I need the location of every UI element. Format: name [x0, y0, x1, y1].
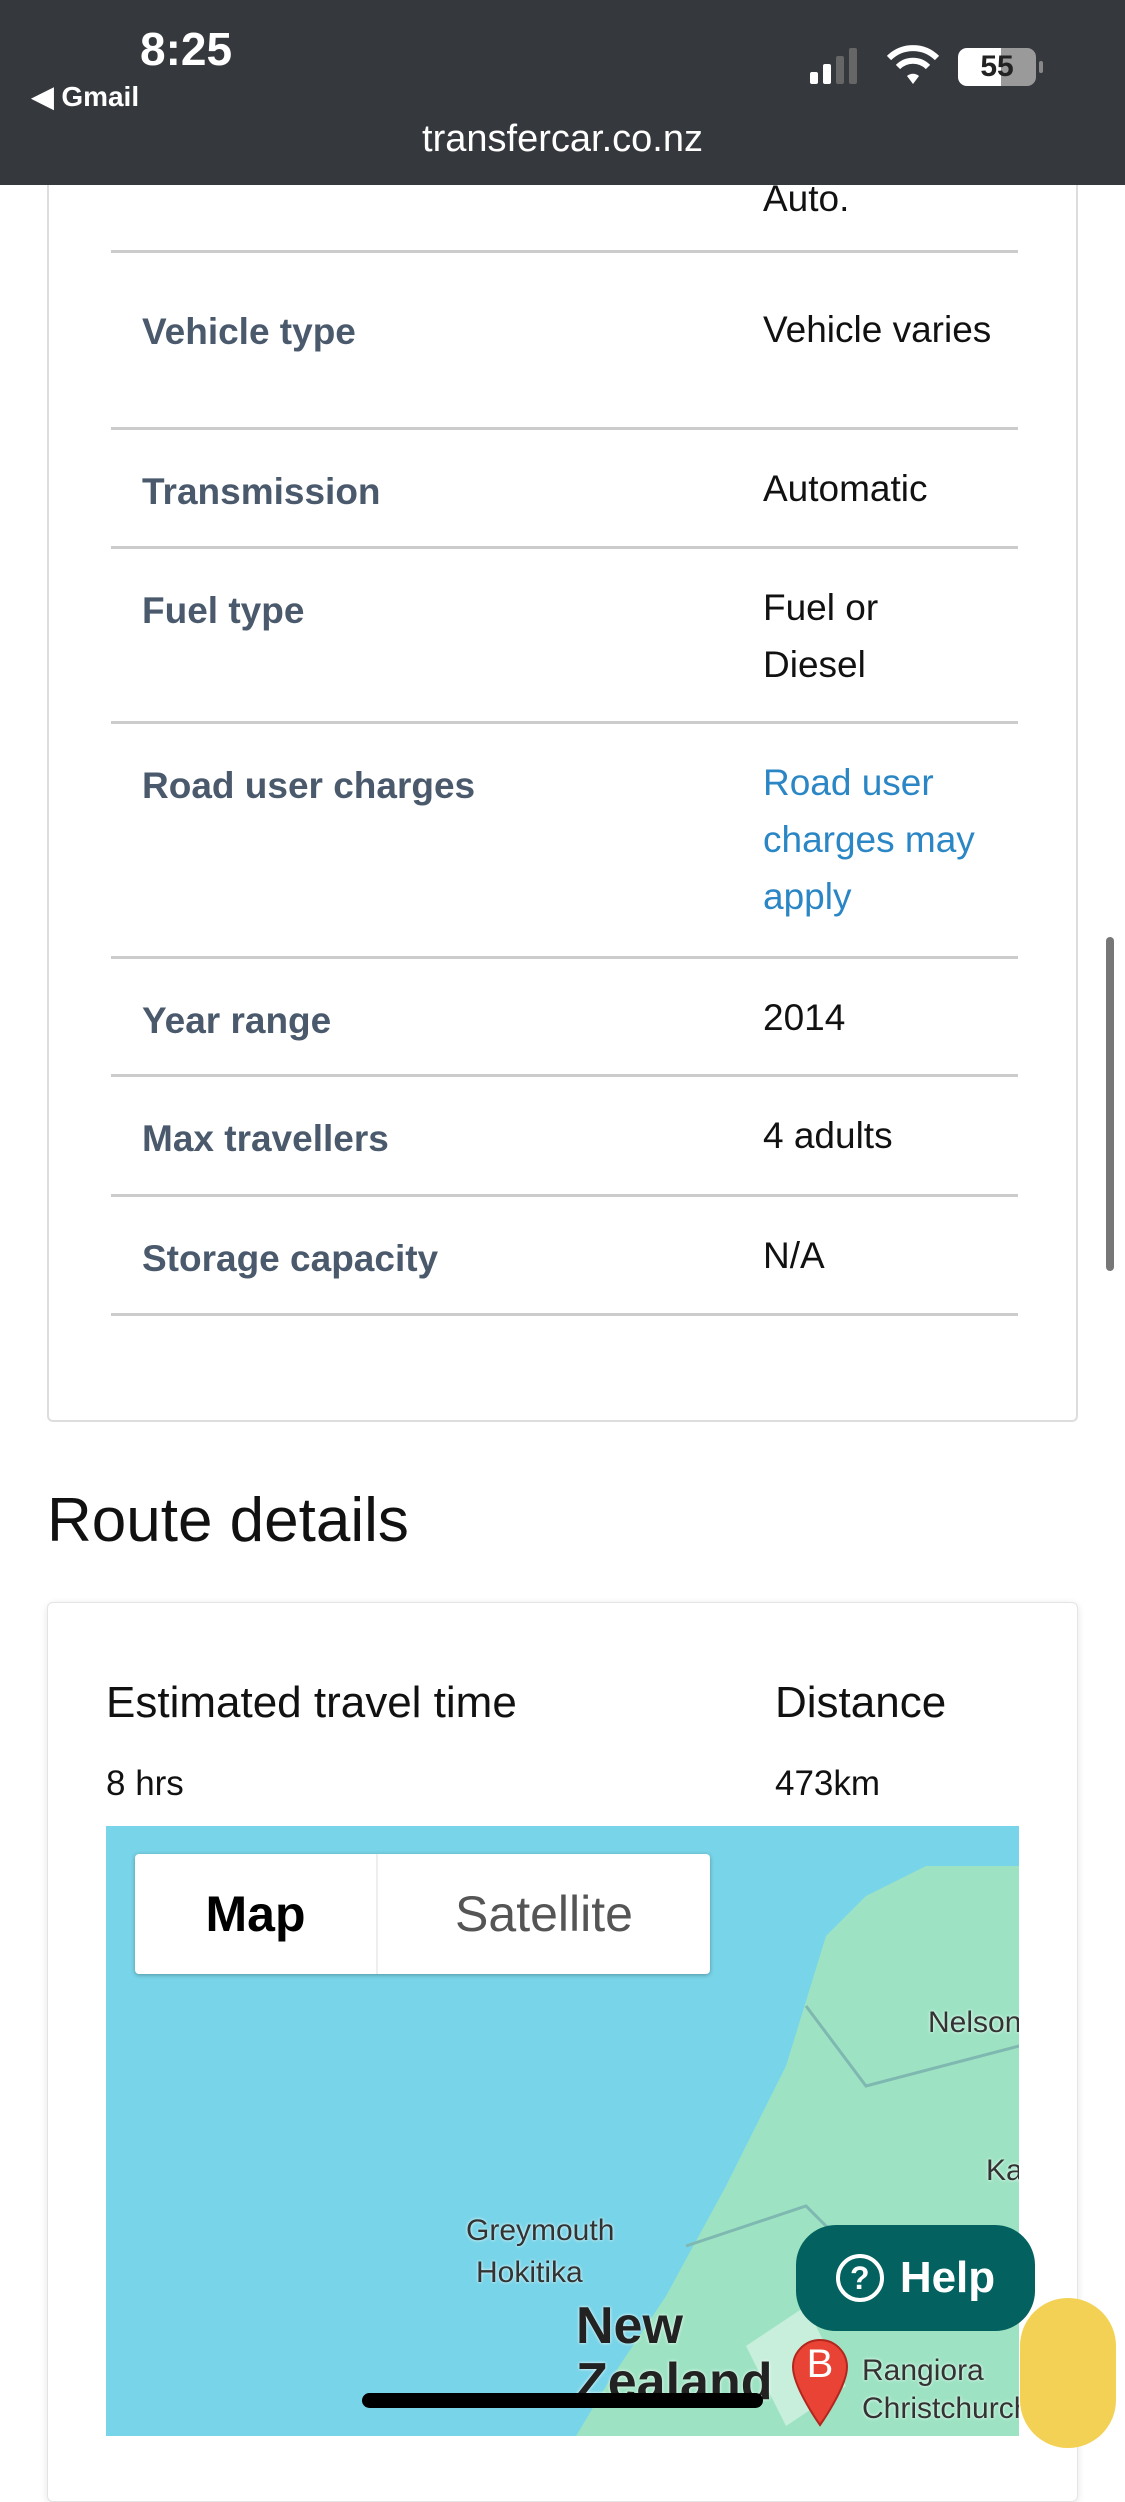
battery-icon: 55 — [958, 48, 1043, 86]
status-bar: 8:25 ◀ Gmail 55 transfercar.co.nz — [0, 0, 1125, 185]
satellite-tab[interactable]: Satellite — [455, 1886, 633, 1942]
travel-time-label: Estimated travel time — [106, 1678, 517, 1727]
map-marker-icon[interactable] — [790, 2338, 850, 2428]
route-map[interactable]: Map Satellite Nelson Greymouth Hokitika … — [106, 1826, 1019, 2436]
home-indicator[interactable] — [362, 2393, 763, 2408]
travel-time-value: 8 hrs — [106, 1764, 184, 1803]
back-to-app[interactable]: ◀ Gmail — [32, 81, 140, 112]
row-label: Road user charges — [142, 765, 476, 806]
map-label: Ka — [986, 2154, 1019, 2187]
row-label: Transmission — [142, 471, 381, 512]
table-row: Vehicle type Vehicle varies — [111, 253, 1018, 430]
help-button[interactable]: ? Help — [796, 2225, 1035, 2331]
vehicle-details-card: Auto. Vehicle type Vehicle varies Transmi… — [47, 120, 1078, 1422]
row-label: Vehicle type — [142, 311, 356, 352]
row-value: Vehicle varies — [763, 309, 992, 350]
road-user-charges-link[interactable]: Road user charges may apply — [763, 762, 975, 917]
map-tab[interactable]: Map — [135, 1854, 378, 1974]
row-value: 4 adults — [763, 1115, 893, 1156]
distance-label: Distance — [775, 1678, 947, 1727]
table-row: Year range 2014 — [111, 959, 1018, 1077]
row-value: Fuel or Diesel — [763, 587, 879, 685]
table-row: Transmission Automatic — [111, 430, 1018, 549]
scrollbar[interactable] — [1106, 937, 1114, 1271]
row-value: Automatic — [763, 468, 928, 509]
table-row: Storage capacity N/A — [111, 1197, 1018, 1316]
map-label: Rangiora — [862, 2354, 984, 2387]
table-row: Max travellers 4 adults — [111, 1077, 1018, 1197]
table-row: Fuel type Fuel or Diesel — [111, 549, 1018, 724]
cookie-icon[interactable] — [1020, 2298, 1116, 2448]
cellular-signal-icon — [810, 48, 857, 84]
help-circle-icon: ? — [835, 2254, 884, 2302]
map-label: Greymouth — [466, 2214, 615, 2247]
clock: 8:25 — [140, 23, 233, 75]
distance-value: 473km — [775, 1764, 881, 1803]
help-label: Help — [899, 2253, 996, 2302]
row-label: Max travellers — [142, 1118, 389, 1159]
row-label: Storage capacity — [142, 1238, 439, 1279]
row-label: Fuel type — [142, 590, 305, 631]
map-label: Hokitika — [476, 2256, 583, 2289]
table-row: Road user charges Road user charges may a… — [111, 724, 1018, 959]
row-label: Year range — [142, 1000, 332, 1041]
wifi-icon — [886, 45, 940, 84]
route-details-heading: Route details — [47, 1486, 409, 1555]
map-type-toggle: Map Satellite — [135, 1854, 710, 1974]
map-label: Nelson — [928, 2006, 1019, 2039]
map-label: Christchurch — [862, 2392, 1019, 2425]
row-value: N/A — [763, 1235, 825, 1276]
row-value: 2014 — [763, 997, 846, 1038]
url-bar[interactable]: transfercar.co.nz — [422, 118, 703, 160]
map-marker-label: B — [806, 2342, 834, 2386]
